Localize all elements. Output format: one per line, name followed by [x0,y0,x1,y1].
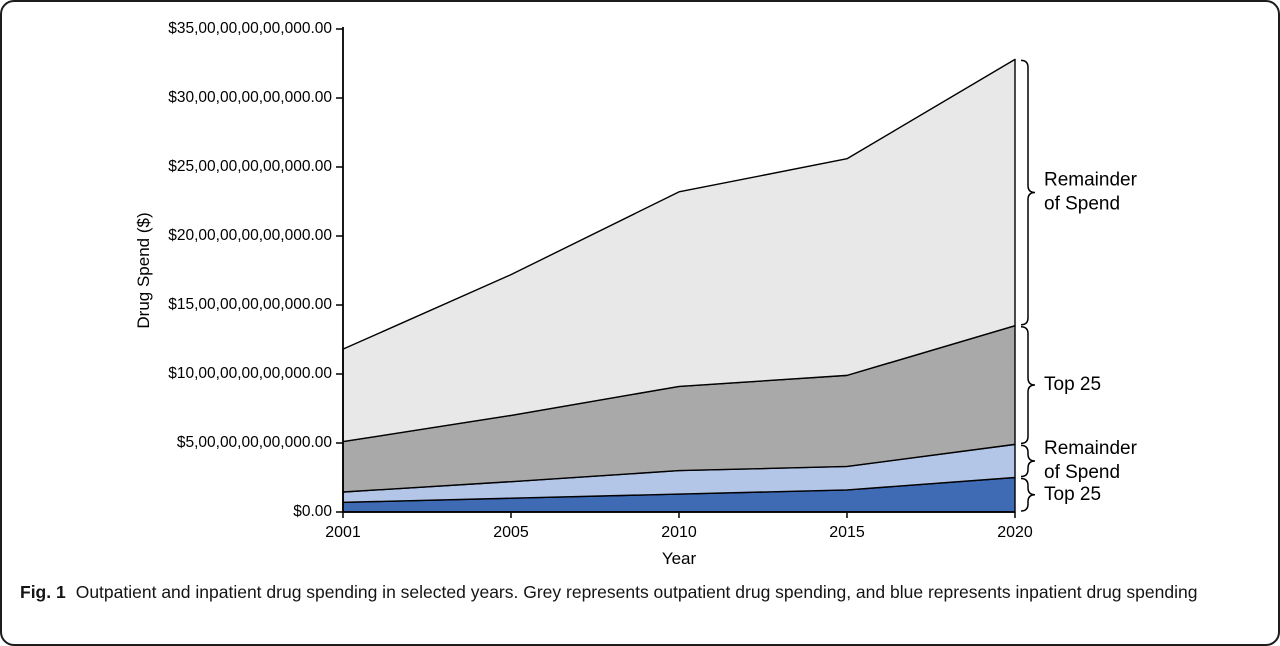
annotation-brace [1020,477,1036,512]
annotation-label: of Spend [1044,462,1120,483]
y-axis-title: Drug Spend ($) [134,212,153,328]
y-tick-label: $10,00,00,00,00,000.00 [168,365,332,382]
annotation-brace [1020,444,1036,478]
annotation-label: Top 25 [1044,374,1101,395]
figure-label: Fig. 1 [20,582,66,602]
x-tick-label: 2010 [661,524,697,541]
figure-caption-text: Outpatient and inpatient drug spending i… [75,582,1198,602]
y-tick-label: $30,00,00,00,00,000.00 [168,89,332,106]
figure-caption: Fig. 1 Outpatient and inpatient drug spen… [2,578,1278,604]
y-tick-label: $35,00,00,00,00,000.00 [168,20,332,37]
x-axis-title: Year [662,549,697,568]
annotation-label: Remainder [1044,170,1138,191]
y-tick-label: $5,00,00,00,00,000.00 [177,434,333,451]
x-tick-label: 2005 [493,524,529,541]
y-tick-label: $20,00,00,00,00,000.00 [168,227,332,244]
annotation-label: Top 25 [1044,484,1101,505]
x-tick-label: 2001 [325,524,361,541]
y-tick-label: $25,00,00,00,00,000.00 [168,158,332,175]
annotation-brace [1020,325,1036,445]
y-tick-label: $0.00 [293,503,332,520]
annotation-label: of Spend [1044,194,1120,215]
annotation-brace [1020,59,1036,326]
y-tick-label: $15,00,00,00,00,000.00 [168,296,332,313]
x-axis-ticks: 2001 2005 2010 2015 2020 [325,512,1033,541]
y-axis-ticks: $0.00 $5,00,00,00,00,000.00 $10,00,00,00,0… [168,20,343,520]
drug-spend-stacked-area-chart: $0.00 $5,00,00,00,00,000.00 $10,00,00,00,0… [134,20,1138,568]
area-bands [342,58,1016,513]
x-tick-label: 2020 [997,524,1033,541]
x-tick-label: 2015 [829,524,865,541]
area-band-outpatient-remainder-of-spend [342,58,1016,443]
annotation-label: Remainder [1044,438,1138,459]
